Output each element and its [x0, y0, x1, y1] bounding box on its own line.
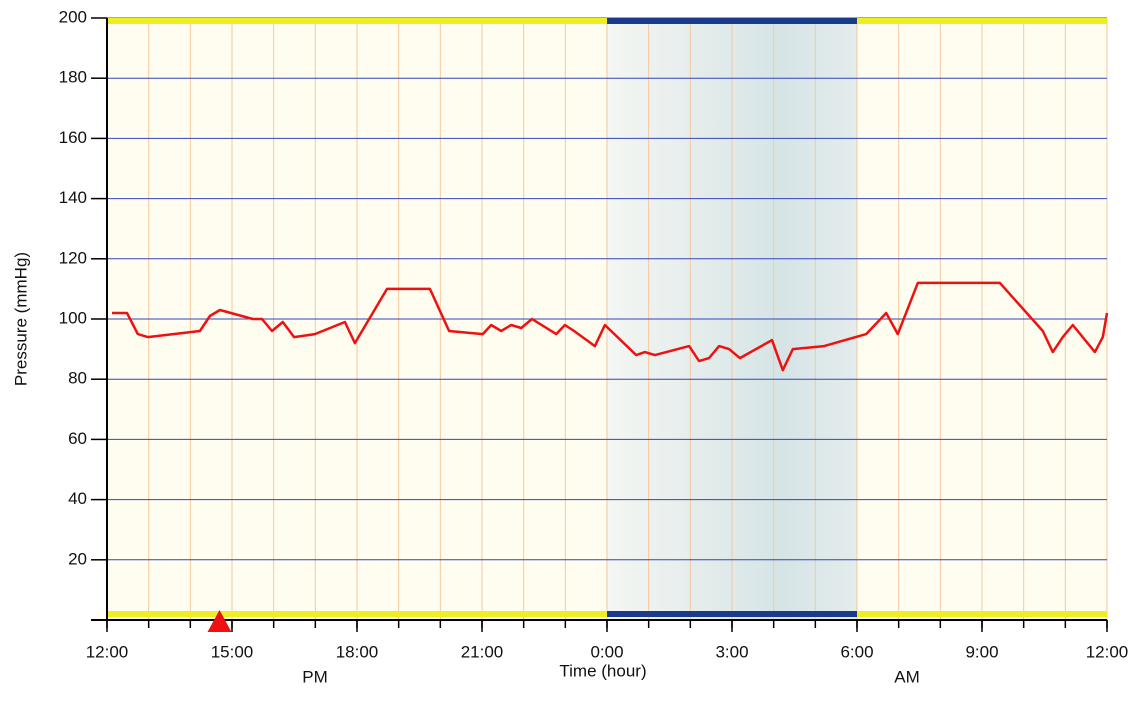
y-tick-label: 200: [59, 7, 87, 26]
x-tick-label: 12:00: [1086, 642, 1129, 661]
y-tick-label: 120: [59, 248, 87, 267]
y-axis-label: Pressure (mmHg): [11, 252, 30, 386]
x-tick-label: 6:00: [840, 642, 873, 661]
night-band: [607, 18, 857, 24]
x-tick-label: 21:00: [461, 642, 504, 661]
x-tick-label: 0:00: [590, 642, 623, 661]
x-tick-label: 18:00: [336, 642, 379, 661]
y-tick-label: 160: [59, 128, 87, 147]
x-axis-label: Time (hour): [559, 661, 646, 680]
night-band: [607, 611, 857, 617]
pm-label: PM: [302, 667, 328, 686]
x-tick-label: 12:00: [86, 642, 129, 661]
data-line: [112, 281, 1109, 372]
y-tick-label: 80: [68, 369, 87, 388]
day-band: [107, 18, 607, 24]
day-band: [857, 611, 1107, 617]
event-marker: [207, 610, 232, 632]
y-tick-label: 20: [68, 549, 87, 568]
am-label: AM: [894, 667, 920, 686]
x-tick-label: 15:00: [211, 642, 254, 661]
x-tick-label: 9:00: [965, 642, 998, 661]
y-tick-label: 40: [68, 489, 87, 508]
day-band: [107, 611, 607, 617]
y-tick-label: 60: [68, 429, 87, 448]
day-band: [857, 18, 1107, 24]
y-tick-label: 100: [59, 308, 87, 327]
y-tick-label: 140: [59, 188, 87, 207]
y-tick-label: 180: [59, 68, 87, 87]
x-tick-label: 3:00: [715, 642, 748, 661]
